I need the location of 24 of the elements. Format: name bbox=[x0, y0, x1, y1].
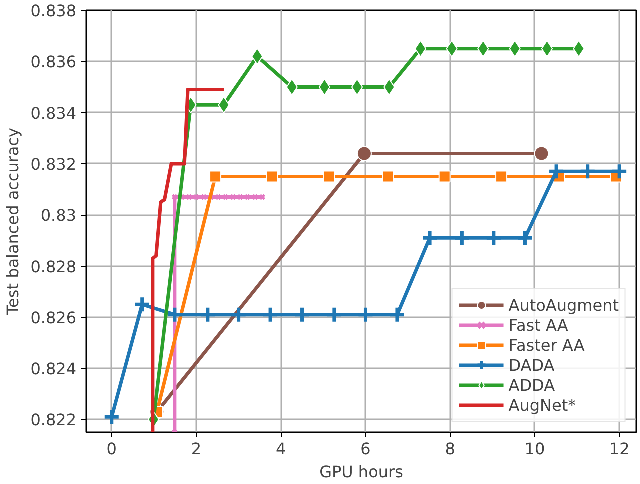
y-tick-label: 0.834 bbox=[30, 104, 77, 123]
y-axis-title: Test balanced accuracy bbox=[4, 128, 23, 316]
y-tick-label: 0.822 bbox=[30, 410, 77, 430]
y-tick-label: 0.836 bbox=[30, 52, 77, 72]
legend-label: ADDA bbox=[508, 376, 556, 394]
y-tick-label: 0.83 bbox=[40, 206, 76, 226]
x-tick-label: 0 bbox=[106, 440, 117, 458]
legend-label: AugNet* bbox=[508, 396, 576, 414]
y-tick-label: 0.824 bbox=[30, 360, 77, 379]
legend-label: AutoAugment bbox=[508, 296, 619, 314]
x-tick-label: 6 bbox=[360, 440, 371, 458]
legend-label: Fast AA bbox=[508, 316, 568, 334]
y-tick-label: 0.828 bbox=[30, 257, 77, 276]
legend-label: Faster AA bbox=[508, 336, 585, 354]
x-axis-title: GPU hours bbox=[320, 462, 404, 482]
x-tick-label: 12 bbox=[609, 440, 630, 458]
x-tick-label: 2 bbox=[191, 440, 202, 458]
x-tick-label: 10 bbox=[524, 440, 546, 458]
y-tick-label: 0.826 bbox=[30, 308, 77, 328]
y-tick-label: 0.832 bbox=[30, 154, 77, 174]
y-tick-label: 0.838 bbox=[30, 2, 77, 20]
x-tick-label: 8 bbox=[445, 440, 456, 458]
legend-label: DADA bbox=[508, 356, 555, 374]
x-tick-label: 4 bbox=[276, 440, 286, 458]
